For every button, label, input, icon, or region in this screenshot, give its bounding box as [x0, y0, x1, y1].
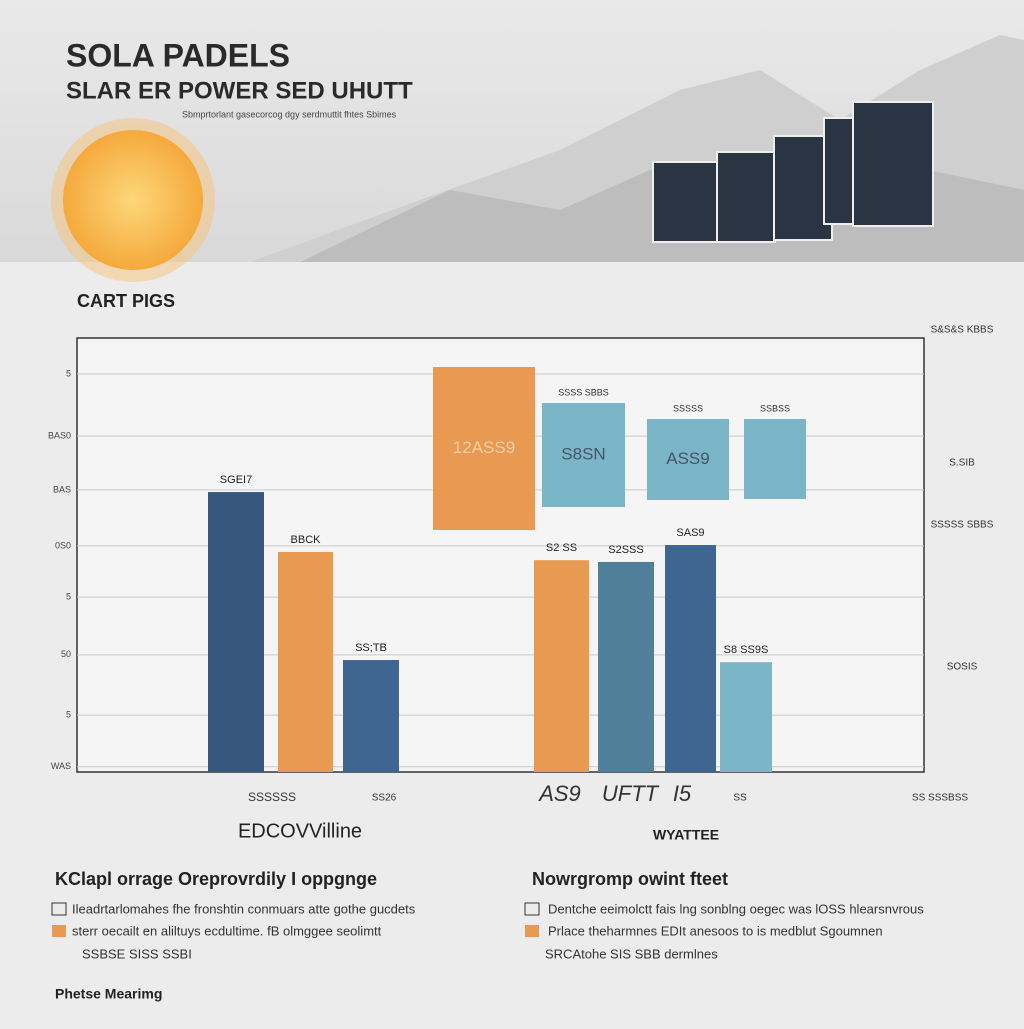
legend-item: Ileadrtarlomahes fhe fronshtin conmuars … [72, 901, 416, 916]
bar [278, 551, 333, 772]
solar-panels [652, 101, 934, 243]
info-box-label: ASS9 [666, 449, 709, 468]
info-box-caption: SSSSS [673, 403, 703, 413]
right-label: S.SIB [949, 458, 975, 469]
value-label: S2SSS [608, 544, 643, 556]
value-label: SS;TB [355, 642, 387, 654]
y-tick-label: 0S0 [55, 540, 71, 550]
chart: 5 BAS0 BAS 0S0 5 50 5 WAS 12ASS9 S8SN SSSS SBBS ASS… [48, 325, 994, 806]
value-label: BBCK [291, 534, 322, 546]
sun [51, 118, 215, 282]
value-label: S8 SS9S [724, 644, 769, 656]
legend-swatch [524, 902, 540, 916]
legend-swatch [52, 925, 66, 937]
x-small-label: I5 [673, 781, 692, 806]
legend-item: Dentche eeimolctt fais lng sonblng oegec… [548, 901, 924, 916]
info-box [744, 419, 806, 499]
bar [343, 660, 399, 772]
right-label: SSSSS SBBS [931, 520, 994, 531]
y-tick-label: 50 [61, 649, 71, 659]
right-label: SOSIS [947, 662, 978, 673]
subtitle: SLAR ER POWER SED UHUTT [66, 77, 413, 104]
info-box [433, 367, 535, 530]
x-small-label: SS SSSBSS [912, 793, 968, 804]
right-label: S&S&S KBBS [931, 325, 994, 336]
x-small-label: UFTT [602, 781, 660, 806]
legend-item: sterr oecailt en aliltuys ecdultime. fB … [72, 923, 382, 938]
x-label: EDCOVVilline [238, 820, 362, 842]
tagline: Sbmprtorlant gasecorcog dgy serdmuttit f… [182, 109, 397, 119]
x-small-label: SS [733, 793, 747, 804]
info-box-label: S8SN [561, 444, 605, 463]
y-tick-label: BAS0 [48, 430, 71, 440]
info-box-caption: SSBSS [760, 403, 790, 413]
title: SOLA PADELS [66, 37, 290, 73]
info-box [647, 419, 729, 500]
bar [720, 662, 772, 772]
bar [665, 545, 716, 772]
legend-heading: KClapl orrage Oreprovrdily I oppgnge [55, 869, 377, 889]
footer: Phetse Mearimg [55, 986, 162, 1002]
x-small-label: SS26 [372, 793, 397, 804]
y-tick-label: 5 [66, 368, 71, 378]
legend-item: Prlace theharmnes EDIt anesoos to is med… [548, 923, 883, 938]
x-small-label: AS9 [537, 781, 581, 806]
value-label: SAS9 [676, 527, 704, 539]
value-label: SGEI7 [220, 474, 252, 486]
legend-swatch [525, 925, 539, 937]
info-box-caption: SSSS SBBS [558, 387, 609, 397]
chart-title: CART PIGS [77, 291, 175, 311]
y-tick-label: 5 [66, 710, 71, 720]
legend-heading: Nowrgromp owint fteet [532, 869, 728, 889]
bar [598, 561, 654, 772]
bar [534, 560, 589, 772]
legend-swatch [51, 902, 67, 916]
info-box-label: 12ASS9 [453, 438, 515, 457]
x-label: WYATTEE [653, 827, 719, 843]
y-tick-label: 5 [66, 591, 71, 601]
x-small-label: SSSSSS [248, 790, 296, 804]
info-box [542, 403, 625, 507]
bar [208, 492, 264, 772]
value-label: S2 SS [546, 542, 577, 554]
legend-note: SSBSE SISS SSBI [82, 946, 192, 961]
legend-note: SRCAtohe SIS SBB dermlnes [545, 946, 718, 961]
y-tick-label: WAS [51, 761, 71, 771]
y-tick-label: BAS [53, 484, 71, 494]
